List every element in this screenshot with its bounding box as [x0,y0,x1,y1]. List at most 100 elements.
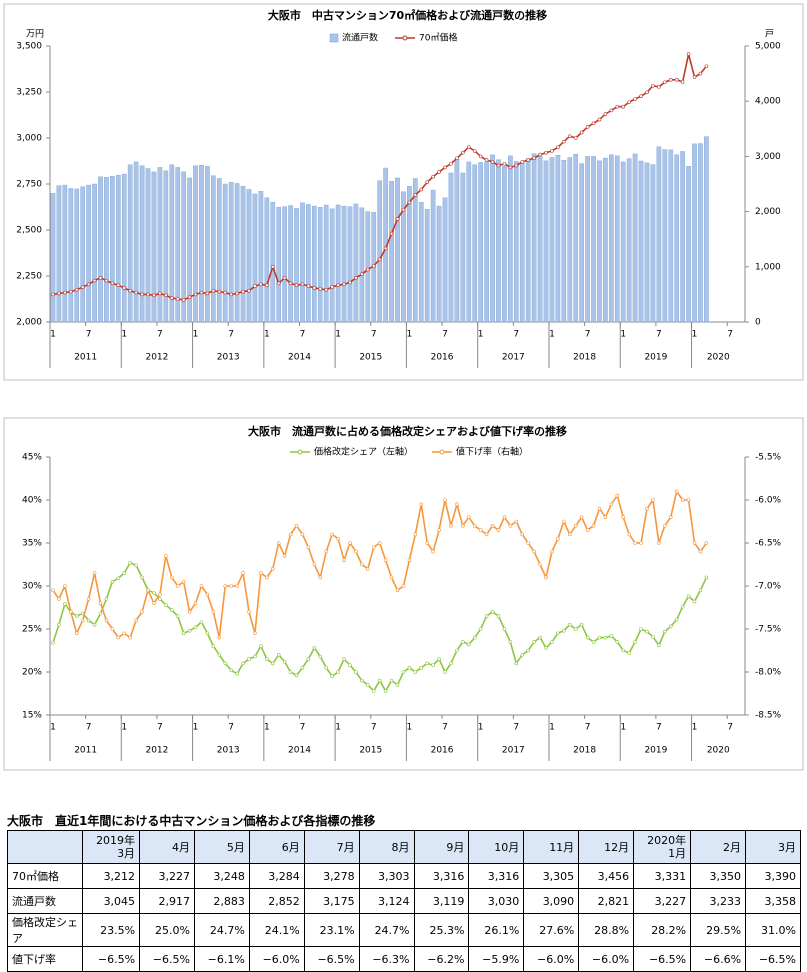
point [401,207,406,212]
point [276,541,281,545]
point [169,608,174,612]
point [466,642,471,647]
bar [110,176,115,323]
bar [525,158,531,323]
point [484,158,489,162]
x-tick-label: 7 [157,330,163,340]
point [455,648,459,653]
point [579,130,584,135]
bar [329,208,335,323]
bar [157,167,163,323]
point [51,588,55,593]
bar [567,157,573,323]
header-cell: 6月 [248,830,305,864]
bar [531,153,537,323]
point [259,644,263,649]
y2-tick-label: 0 [755,318,761,328]
legend-label: 値下げ率（右軸） [456,446,528,458]
header-month: 3月 [778,840,796,854]
y2-unit: 戸 [765,29,774,40]
legend-marker [439,449,445,455]
y-tick-label: 25% [22,625,42,635]
point [282,554,287,558]
x-tick-label: 7 [300,723,306,733]
bar [246,189,252,323]
point [187,628,192,633]
point [383,246,388,251]
point [567,532,572,537]
point [645,506,649,511]
x-tick-label: 1 [50,330,56,340]
point [74,631,79,636]
point [199,620,204,624]
row-label: 値下げ率 [7,946,83,972]
point [181,579,186,584]
point [324,287,329,292]
point [692,599,697,604]
header-cell: 11月 [523,830,580,864]
y-tick-label: 3,500 [16,42,42,52]
bar [234,183,240,323]
bar [211,175,216,323]
header-month: 12月 [604,840,630,854]
point [609,634,614,638]
bar [270,202,276,323]
point [502,161,507,166]
table-cell: 24.7% [193,913,250,947]
year-label: 2019 [644,746,667,756]
point [158,291,162,296]
point [645,629,649,634]
year-label: 2016 [431,353,454,363]
point [306,545,311,550]
point [63,602,67,606]
y-tick-label: 2,750 [16,180,42,190]
point [223,661,228,666]
point [365,566,370,571]
header-month: 6月 [281,840,300,854]
bar [430,189,436,323]
bar [323,204,329,323]
point [591,640,596,644]
point [567,134,572,138]
point [235,291,239,296]
point [639,627,643,631]
point [478,528,483,532]
table-cell: 26.1% [468,913,525,947]
point [336,283,340,288]
point [639,541,643,545]
bar [436,205,442,323]
table-cell: 3,390 [745,863,801,889]
point [312,286,317,290]
bar [591,156,596,323]
bar [686,166,691,323]
point [294,673,299,678]
point [217,652,222,657]
header-month: 11月 [549,840,575,854]
header-cell: 7月 [303,830,360,864]
point [57,622,61,627]
bar [258,190,264,323]
point [330,674,334,679]
table-cell: 3,303 [358,863,415,889]
table-cell: −6.0% [578,946,635,972]
point [324,549,329,554]
point [425,661,430,666]
x-tick-label: 1 [692,330,698,340]
point [51,292,55,297]
table-cell: 3,248 [193,863,250,889]
table-cell: 3,358 [745,888,801,914]
point [573,627,578,631]
point [651,634,655,639]
table-cell: 3,212 [81,863,141,889]
point [567,622,572,627]
x-tick-label: 1 [264,330,270,340]
point [140,609,144,614]
point [104,597,109,601]
point [478,154,483,159]
point [336,670,340,674]
bar [513,161,519,323]
header-month: 2月 [723,840,742,854]
point [484,614,489,618]
point [348,280,352,285]
bar [80,186,86,323]
